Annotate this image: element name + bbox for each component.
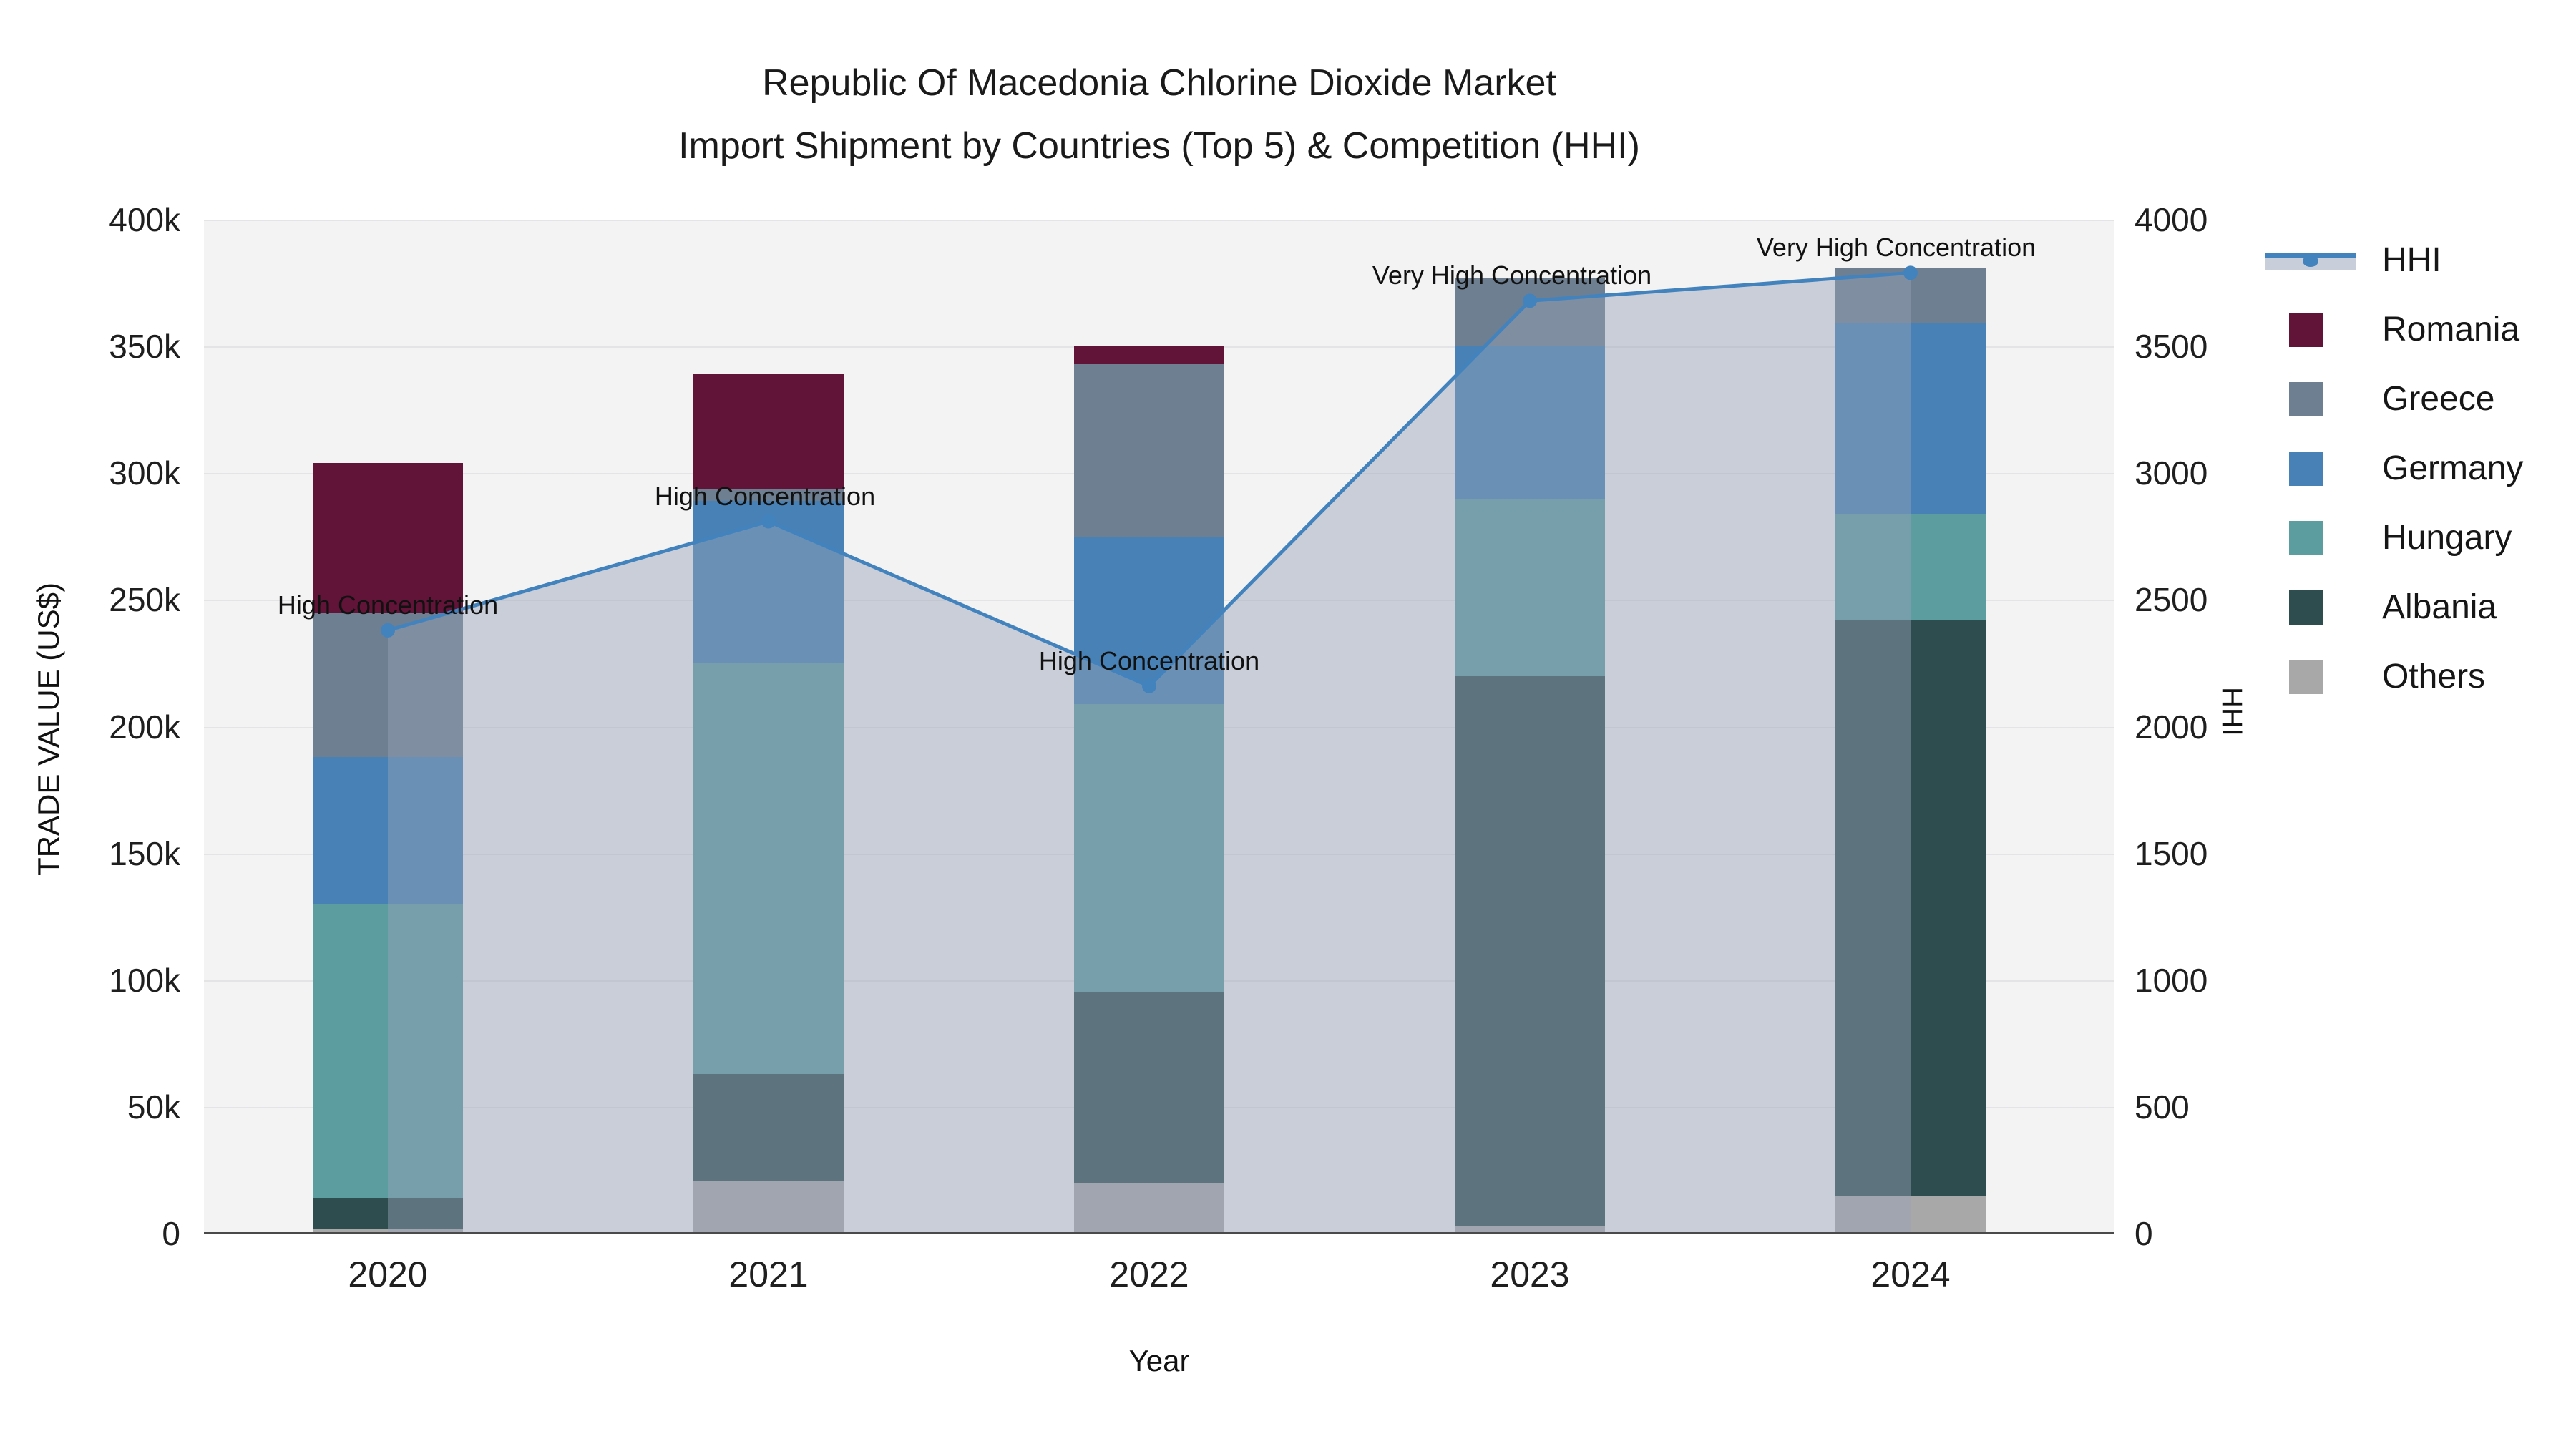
chart-title-line2: Import Shipment by Countries (Top 5) & C… (678, 125, 1640, 167)
hhi-line-icon (2265, 243, 2372, 278)
hhi-marker-2022 (1142, 678, 1156, 693)
gridline (204, 220, 2114, 221)
chart-title: Republic Of Macedonia Chlorine Dioxide M… (204, 52, 2114, 178)
annotation-2023: Very High Concentration (1372, 260, 1652, 291)
bar-segment-greece-2021 (693, 488, 844, 502)
color-swatch-icon (2265, 451, 2372, 486)
x-tick-2022: 2022 (1109, 1254, 1189, 1294)
hhi-marker-2023 (1523, 293, 1537, 308)
hhi-marker-2024 (1903, 265, 1918, 280)
bar-segment-others-2020 (313, 1228, 463, 1234)
x-tick-2024: 2024 (1870, 1254, 1951, 1294)
bar-segment-others-2021 (693, 1180, 844, 1234)
legend-item-germany[interactable]: Germany (2265, 434, 2523, 503)
legend-label: Greece (2382, 380, 2495, 418)
bar-segment-albania-2022 (1074, 992, 1224, 1184)
y-left-tick-50k: 50k (127, 1088, 180, 1126)
x-tick-2021: 2021 (728, 1254, 809, 1294)
y-right-tick-500: 500 (2135, 1088, 2190, 1126)
bar-segment-romania-2022 (1074, 346, 1224, 364)
legend-label: Romania (2382, 311, 2520, 348)
bar-segment-albania-2024 (1835, 620, 1986, 1196)
y-left-tick-100k: 100k (109, 961, 180, 999)
y-left-tick-150k: 150k (109, 834, 180, 872)
legend-label: Albania (2382, 588, 2497, 626)
bar-segment-greece-2023 (1455, 278, 1605, 347)
legend-item-hhi[interactable]: HHI (2265, 225, 2523, 295)
y-left-tick-400k: 400k (109, 201, 180, 238)
annotation-2020: High Concentration (277, 590, 499, 620)
legend-label: HHI (2382, 241, 2441, 279)
stacked-bar-2023 (1455, 278, 1605, 1234)
bar-segment-germany-2022 (1074, 536, 1224, 704)
bar-segment-others-2023 (1455, 1226, 1605, 1234)
y-right-tick-0: 0 (2135, 1215, 2153, 1252)
stacked-bar-2021 (693, 374, 844, 1234)
legend-item-hungary[interactable]: Hungary (2265, 503, 2523, 572)
bar-segment-romania-2020 (313, 463, 463, 613)
legend-item-greece[interactable]: Greece (2265, 364, 2523, 434)
bar-segment-germany-2024 (1835, 323, 1986, 514)
stacked-bar-2020 (313, 463, 463, 1234)
legend-label: Hungary (2382, 519, 2512, 557)
y-left-tick-350k: 350k (109, 328, 180, 366)
annotation-2024: Very High Concentration (1756, 233, 2036, 263)
stacked-bar-2022 (1074, 346, 1224, 1234)
bar-segment-germany-2023 (1455, 346, 1605, 499)
color-swatch-icon (2265, 520, 2372, 555)
x-axis-line (204, 1232, 2114, 1234)
y-axis-title-right: HHI (2216, 687, 2248, 736)
y-left-tick-250k: 250k (109, 581, 180, 619)
bar-segment-greece-2022 (1074, 364, 1224, 537)
legend-label: Others (2382, 658, 2486, 696)
color-swatch-icon (2265, 659, 2372, 694)
x-tick-2020: 2020 (348, 1254, 428, 1294)
color-swatch-icon (2265, 590, 2372, 625)
bar-segment-germany-2020 (313, 757, 463, 904)
legend-label: Germany (2382, 449, 2524, 487)
y-right-tick-4000: 4000 (2135, 201, 2208, 238)
hhi-marker-2021 (761, 514, 776, 529)
x-tick-2023: 2023 (1490, 1254, 1570, 1294)
hhi-marker-2020 (381, 623, 395, 638)
y-left-tick-200k: 200k (109, 708, 180, 746)
bar-segment-others-2022 (1074, 1183, 1224, 1234)
y-right-tick-1000: 1000 (2135, 961, 2208, 999)
color-swatch-icon (2265, 312, 2372, 347)
y-left-tick-0: 0 (162, 1215, 180, 1252)
legend-item-others[interactable]: Others (2265, 642, 2523, 711)
bar-segment-hungary-2023 (1455, 498, 1605, 676)
y-right-tick-2000: 2000 (2135, 708, 2208, 746)
legend-item-albania[interactable]: Albania (2265, 572, 2523, 642)
hhi-line-layer (381, 265, 1918, 1234)
annotation-2022: High Concentration (1038, 645, 1260, 675)
hhi-area-fill (388, 273, 1911, 1234)
plot-area: High Concentration High Concentration High… (204, 220, 2114, 1234)
y-left-tick-300k: 300k (109, 454, 180, 492)
bar-segment-albania-2023 (1455, 675, 1605, 1226)
annotation-2021: High Concentration (654, 481, 876, 511)
bar-segment-albania-2021 (693, 1073, 844, 1181)
bar-segment-hungary-2022 (1074, 703, 1224, 993)
bar-segment-hungary-2020 (313, 904, 463, 1199)
x-axis-title: Year (1128, 1344, 1190, 1377)
y-right-tick-1500: 1500 (2135, 834, 2208, 872)
y-right-tick-3000: 3000 (2135, 454, 2208, 492)
legend-item-romania[interactable]: Romania (2265, 295, 2523, 364)
stacked-bar-2024 (1835, 268, 1986, 1234)
color-swatch-icon (2265, 381, 2372, 416)
legend: HHI Romania Greece Germany Hungary Albania Oth… (2265, 225, 2523, 711)
y-right-tick-3500: 3500 (2135, 328, 2208, 366)
bar-segment-albania-2020 (313, 1198, 463, 1229)
bar-segment-hungary-2021 (693, 663, 844, 1074)
bar-segment-others-2024 (1835, 1195, 1986, 1234)
chart-title-line1: Republic Of Macedonia Chlorine Dioxide M… (762, 62, 1556, 104)
bar-segment-romania-2021 (693, 374, 844, 489)
y-right-tick-2500: 2500 (2135, 581, 2208, 619)
bar-segment-hungary-2024 (1835, 513, 1986, 620)
